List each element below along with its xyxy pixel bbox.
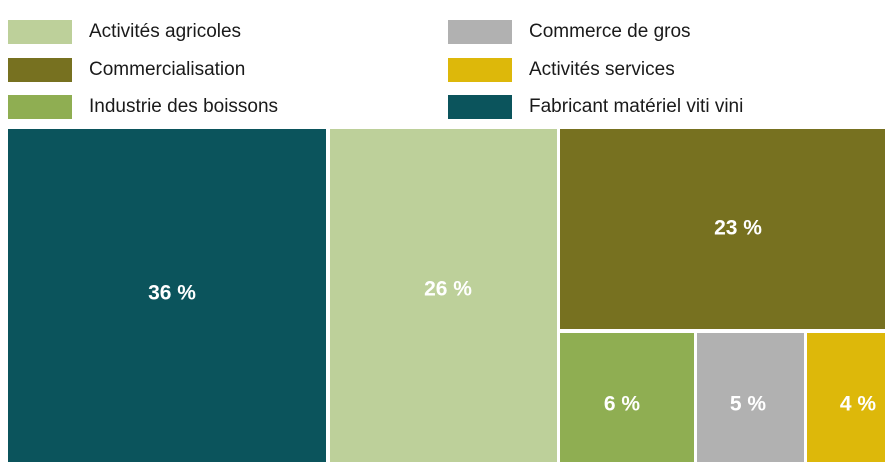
legend-label: Fabricant matériel viti vini bbox=[529, 96, 744, 117]
legend-swatch bbox=[8, 95, 72, 119]
legend-label: Activités services bbox=[529, 59, 675, 80]
chart-legend: Activités agricoles Commercialisation In… bbox=[0, 0, 885, 125]
data-label-activites-services: 4 % bbox=[840, 393, 877, 416]
treemap-cell-fabricant-materiel-viti-vini bbox=[8, 129, 326, 462]
legend-swatch bbox=[448, 58, 512, 82]
treemap-cell-commerce-de-gros bbox=[697, 333, 804, 462]
treemap-cell-activites-agricoles bbox=[330, 129, 557, 462]
data-label-activites-agricoles: 26 % bbox=[424, 278, 472, 301]
treemap-cell-industrie-des-boissons bbox=[560, 333, 694, 462]
legend-label: Industrie des boissons bbox=[89, 96, 279, 117]
treemap-cell-activites-services bbox=[807, 333, 885, 462]
data-label-commerce-de-gros: 5 % bbox=[730, 393, 767, 416]
data-label-fabricant-materiel-viti-vini: 36 % bbox=[148, 282, 196, 305]
treemap-cells: 26 % 23 % 6 % 5 % 4 % 36 % bbox=[8, 129, 885, 462]
legend-label: Commerce de gros bbox=[529, 21, 691, 42]
legend-label: Activités agricoles bbox=[89, 21, 242, 42]
data-label-industrie-des-boissons: 6 % bbox=[604, 393, 641, 416]
treemap-cell-commercialisation bbox=[560, 129, 885, 329]
legend-swatch bbox=[448, 95, 512, 119]
data-label-commercialisation: 23 % bbox=[714, 217, 762, 240]
legend-swatch bbox=[8, 20, 72, 44]
legend-swatch bbox=[448, 20, 512, 44]
legend-label: Commercialisation bbox=[89, 59, 246, 80]
legend-swatch bbox=[8, 58, 72, 82]
